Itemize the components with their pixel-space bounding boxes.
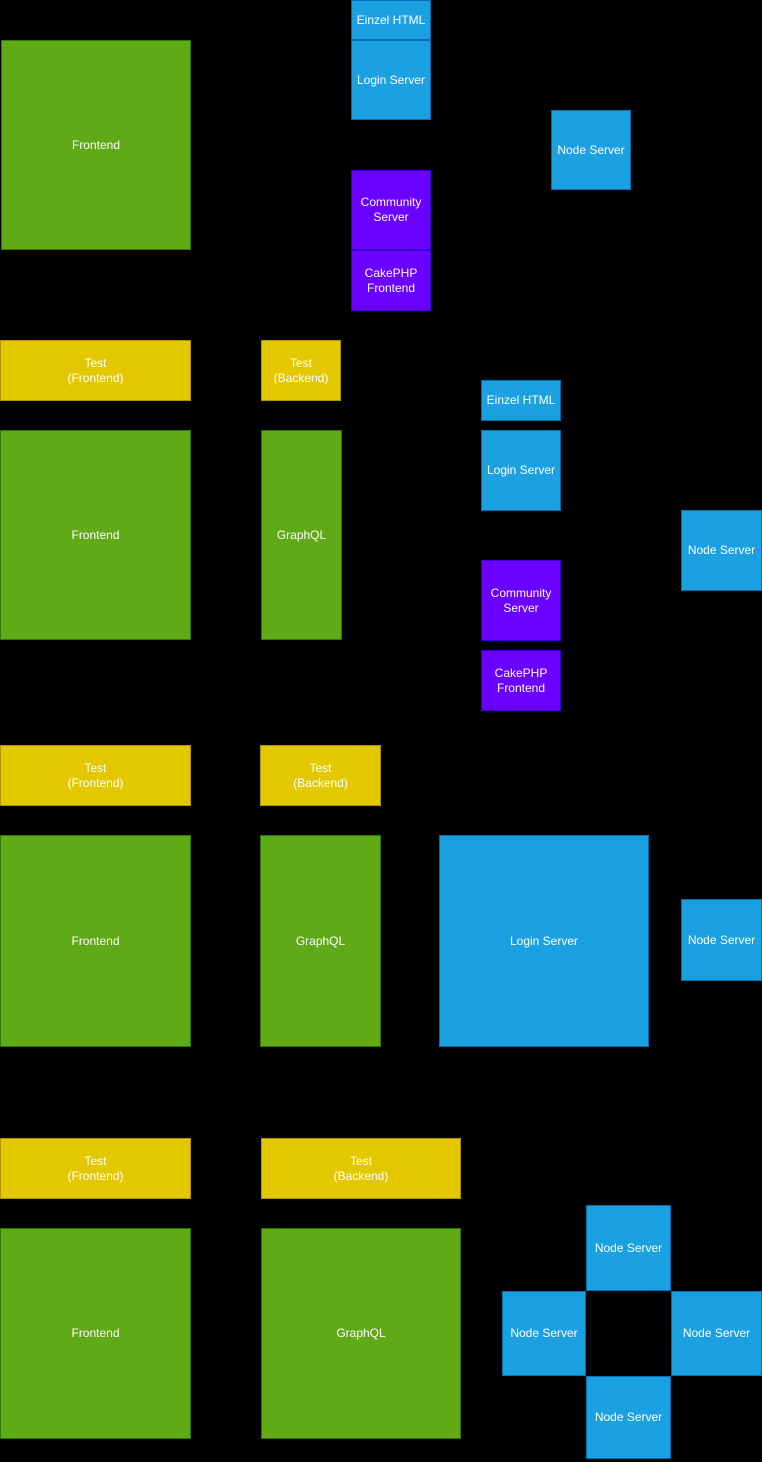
node-cakephp-frontend-stage2: CakePHP Frontend: [481, 650, 561, 711]
node-test-backend-stage3: Test (Backend): [260, 745, 381, 806]
node-test-backend-stage4: Test (Backend): [261, 1138, 461, 1199]
node-einzel-html-stage2-label: Einzel HTML: [486, 393, 556, 407]
node-graphql-stage3: GraphQL: [260, 835, 381, 1047]
node-community-server-stage2: Community Server: [481, 560, 561, 641]
node-login-server-stage1-label: Login Server: [356, 72, 426, 87]
node-node-server-left-stage4: Node Server: [502, 1291, 586, 1376]
node-frontend-stage1: Frontend: [1, 40, 191, 250]
node-graphql-stage4-label: GraphQL: [336, 1326, 386, 1340]
node-frontend-stage4: Frontend: [0, 1228, 191, 1439]
node-frontend-stage3: Frontend: [0, 835, 191, 1047]
node-graphql-stage2-label: GraphQL: [276, 527, 327, 542]
node-community-server-stage2-label: Community Server: [490, 585, 552, 615]
node-community-server-stage1: Community Server: [351, 170, 431, 250]
node-node-server-right-stage4-label: Node Server: [682, 1326, 751, 1340]
node-cakephp-frontend-stage1: CakePHP Frontend: [351, 250, 431, 311]
node-test-frontend-stage2: Test (Frontend): [0, 340, 191, 401]
node-node-server-top-stage4-label: Node Server: [594, 1240, 663, 1255]
node-login-server-stage2: Login Server: [481, 430, 561, 511]
node-cakephp-frontend-stage1-label: CakePHP Frontend: [364, 265, 418, 295]
node-login-server-stage3: Login Server: [439, 835, 649, 1047]
node-node-server-top-stage4: Node Server: [586, 1205, 671, 1291]
node-node-server-stage2-label: Node Server: [687, 543, 756, 557]
node-test-backend-stage3-label: Test (Backend): [293, 760, 348, 790]
node-test-backend-stage2: Test (Backend): [261, 340, 341, 401]
node-node-server-bottom-stage4-label: Node Server: [594, 1410, 663, 1424]
node-einzel-html-stage1: Einzel HTML: [351, 0, 431, 40]
node-node-server-stage3-label: Node Server: [687, 932, 756, 947]
node-test-backend-stage2-label: Test (Backend): [273, 355, 329, 385]
node-node-server-bottom-stage4: Node Server: [586, 1376, 671, 1459]
node-node-server-stage1-label: Node Server: [557, 142, 625, 157]
node-node-server-left-stage4-label: Node Server: [510, 1326, 578, 1340]
node-frontend-stage2-label: Frontend: [71, 527, 120, 542]
node-frontend-stage1-label: Frontend: [71, 137, 121, 152]
node-node-server-stage1: Node Server: [551, 110, 631, 190]
node-cakephp-frontend-stage2-label: CakePHP Frontend: [494, 665, 548, 695]
node-graphql-stage3-label: GraphQL: [295, 933, 346, 948]
node-community-server-stage1-label: Community Server: [360, 195, 422, 224]
node-test-backend-stage4-label: Test (Backend): [333, 1153, 389, 1183]
node-graphql-stage4: GraphQL: [261, 1228, 461, 1439]
node-node-server-right-stage4: Node Server: [671, 1291, 762, 1376]
node-test-frontend-stage4-label: Test (Frontend): [67, 1153, 124, 1183]
node-node-server-stage2: Node Server: [681, 510, 762, 591]
node-test-frontend-stage2-label: Test (Frontend): [67, 355, 124, 385]
node-login-server-stage3-label: Login Server: [509, 933, 579, 948]
node-test-frontend-stage3-label: Test (Frontend): [67, 760, 124, 790]
node-login-server-stage2-label: Login Server: [486, 463, 556, 477]
node-einzel-html-stage2: Einzel HTML: [481, 380, 561, 421]
node-frontend-stage3-label: Frontend: [71, 933, 120, 948]
node-test-frontend-stage3: Test (Frontend): [0, 745, 191, 806]
node-graphql-stage2: GraphQL: [261, 430, 342, 640]
node-login-server-stage1: Login Server: [351, 40, 431, 120]
node-test-frontend-stage4: Test (Frontend): [0, 1138, 191, 1199]
node-einzel-html-stage1-label: Einzel HTML: [356, 12, 426, 27]
node-frontend-stage4-label: Frontend: [71, 1326, 120, 1340]
node-frontend-stage2: Frontend: [0, 430, 191, 640]
